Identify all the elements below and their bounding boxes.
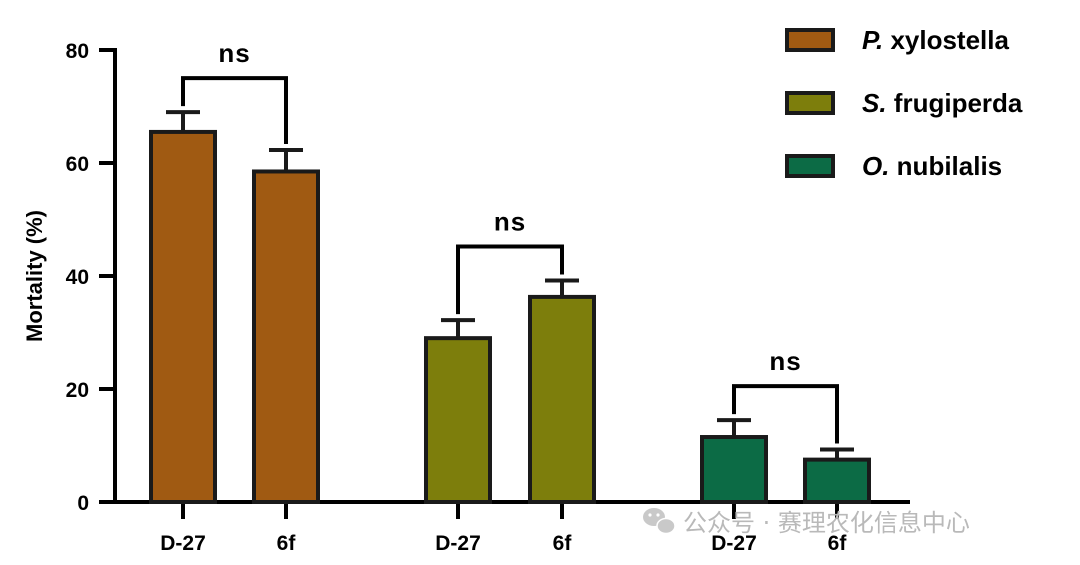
legend-genus: P. bbox=[862, 25, 883, 55]
x-tick-label: D-27 bbox=[711, 532, 757, 555]
legend-swatch bbox=[785, 28, 835, 52]
x-tick-label: D-27 bbox=[435, 532, 481, 555]
legend-genus: S. bbox=[862, 88, 887, 118]
y-axis-title: Mortality (%) bbox=[22, 210, 47, 342]
error-bars bbox=[166, 110, 854, 460]
bar bbox=[528, 294, 596, 504]
y-tick-label: 20 bbox=[66, 379, 89, 402]
y-tick-label: 60 bbox=[66, 153, 89, 176]
significance-bracket bbox=[181, 76, 288, 145]
significance-bracket bbox=[456, 244, 564, 315]
x-tick-label: 6f bbox=[828, 532, 848, 555]
significance-label: ns bbox=[494, 207, 526, 237]
y-tick-label: 80 bbox=[66, 40, 89, 63]
x-tick-label: 6f bbox=[277, 532, 297, 555]
legend: P. xylostella S. frugiperda O. nubilalis bbox=[785, 25, 1023, 181]
watermark-text: 公众号 · 赛理农化信息中心 bbox=[683, 509, 970, 537]
bar bbox=[424, 336, 492, 504]
bar bbox=[149, 129, 217, 505]
significance-label: ns bbox=[769, 346, 801, 376]
bars bbox=[149, 129, 871, 505]
y-tick-label: 40 bbox=[66, 266, 89, 289]
significance-label: ns bbox=[218, 38, 250, 68]
legend-label: O. nubilalis bbox=[862, 151, 1002, 181]
legend-swatch bbox=[785, 91, 835, 115]
watermark: 公众号 · 赛理农化信息中心 bbox=[643, 508, 970, 537]
x-tick-label: D-27 bbox=[160, 532, 206, 555]
significance-brackets: ns ns ns bbox=[181, 38, 839, 444]
legend-species: xylostella bbox=[883, 25, 1009, 55]
significance-bracket bbox=[732, 384, 839, 444]
x-tick-label: 6f bbox=[553, 532, 573, 555]
legend-swatch bbox=[785, 154, 835, 178]
legend-genus: O. bbox=[862, 151, 889, 181]
axes: 0 20 40 60 80 Mortality (%) D-27 6f D-27 6f D-27 6f bbox=[22, 40, 910, 555]
legend-label: S. frugiperda bbox=[862, 88, 1023, 118]
bar bbox=[803, 457, 871, 504]
legend-label: P. xylostella bbox=[862, 25, 1009, 55]
y-tick-label: 0 bbox=[77, 492, 89, 515]
bar bbox=[252, 169, 320, 504]
wechat-icon bbox=[643, 508, 676, 535]
legend-species: nubilalis bbox=[889, 151, 1002, 181]
bar bbox=[700, 435, 768, 504]
legend-species: frugiperda bbox=[887, 88, 1023, 118]
